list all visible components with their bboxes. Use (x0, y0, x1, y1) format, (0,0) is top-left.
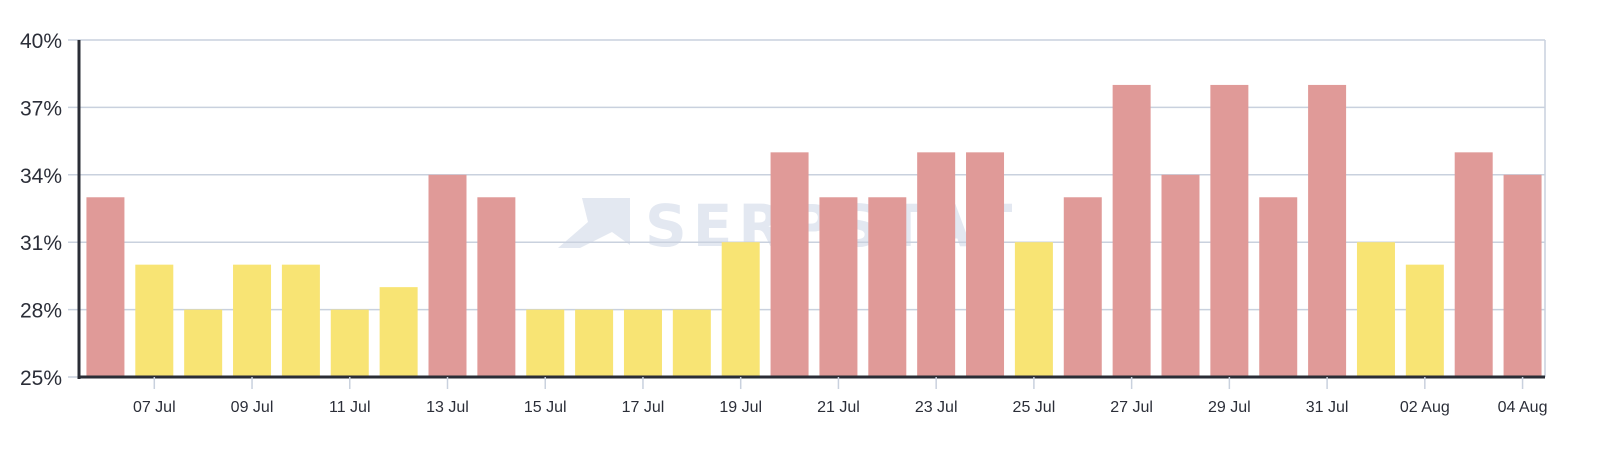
bar-21-jul (819, 197, 858, 377)
x-tick-label: 15 Jul (524, 399, 567, 416)
bar-19-jul (721, 242, 760, 377)
bar-16-jul (575, 309, 614, 377)
bar-29-jul (1210, 84, 1249, 377)
bar-27-jul (1112, 84, 1151, 377)
bar-03-aug (1454, 152, 1493, 377)
bar-06-jul (86, 197, 125, 377)
bar-09-jul (233, 264, 272, 377)
bar-11-jul (330, 309, 369, 377)
x-tick-label: 29 Jul (1208, 399, 1251, 416)
x-tick-label: 17 Jul (622, 399, 665, 416)
y-tick-label: 25% (20, 367, 62, 390)
bar-01-aug (1356, 242, 1395, 377)
y-tick-label: 40% (20, 30, 62, 53)
x-tick-label: 19 Jul (719, 399, 762, 416)
bar-08-jul (184, 309, 223, 377)
x-tick-label: 25 Jul (1013, 399, 1056, 416)
bar-12-jul (379, 287, 418, 377)
x-tick-label: 07 Jul (133, 399, 176, 416)
bar-04-aug (1503, 174, 1542, 377)
x-tick-label: 13 Jul (426, 399, 469, 416)
bar-23-jul (917, 152, 956, 377)
bar-10-jul (281, 264, 320, 377)
x-tick-label: 02 Aug (1400, 399, 1450, 416)
bar-20-jul (770, 152, 809, 377)
bar-07-jul (135, 264, 174, 377)
x-tick-label: 21 Jul (817, 399, 860, 416)
bar-22-jul (868, 197, 907, 377)
bar-13-jul (428, 174, 467, 377)
bar-26-jul (1063, 197, 1102, 377)
x-tick-label: 04 Aug (1498, 399, 1548, 416)
bar-18-jul (672, 309, 711, 377)
x-tick-label: 31 Jul (1306, 399, 1349, 416)
x-tick-label: 27 Jul (1110, 399, 1153, 416)
y-tick-label: 28% (20, 300, 62, 323)
bar-25-jul (1014, 242, 1053, 377)
x-tick-label: 11 Jul (329, 399, 371, 416)
x-tick-label: 09 Jul (231, 399, 274, 416)
bar-28-jul (1161, 174, 1200, 377)
bar-15-jul (526, 309, 565, 377)
y-tick-label: 34% (20, 165, 62, 188)
bar-14-jul (477, 197, 516, 377)
bar-17-jul (623, 309, 662, 377)
y-tick-label: 37% (20, 97, 62, 120)
x-tick-label: 23 Jul (915, 399, 958, 416)
bar-24-jul (966, 152, 1005, 377)
bar-30-jul (1259, 197, 1298, 377)
bar-02-aug (1405, 264, 1444, 377)
serpstat-logo-icon (558, 198, 630, 248)
bar-31-jul (1308, 84, 1347, 377)
y-tick-label: 31% (20, 232, 62, 255)
